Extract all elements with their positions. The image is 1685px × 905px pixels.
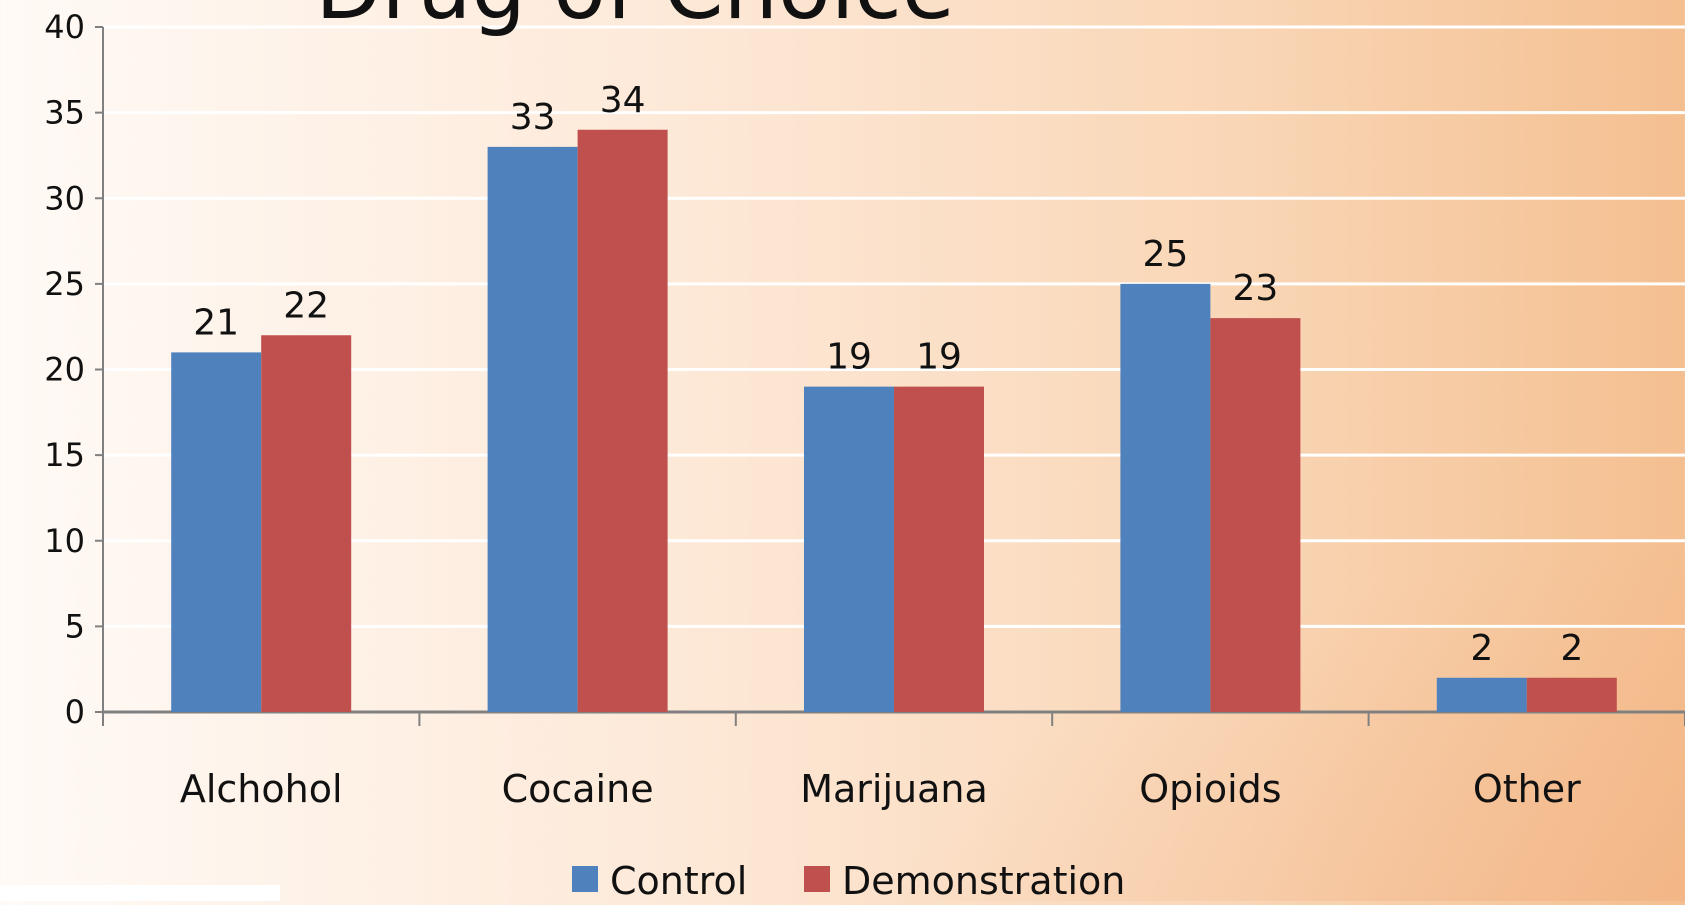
data-label: 19 (916, 337, 962, 378)
y-tick-label: 5 (65, 607, 85, 645)
bar-control-marijuana (804, 386, 894, 712)
data-label: 19 (826, 337, 872, 378)
chart-title: Drug of Choice (315, 0, 955, 39)
bar-demonstration-cocaine (577, 129, 668, 712)
data-label: 2 (1560, 628, 1583, 669)
y-tick-label: 10 (44, 522, 85, 560)
bar-control-other (1436, 677, 1527, 712)
data-label: 21 (193, 302, 239, 343)
data-label: 33 (510, 97, 556, 138)
y-tick-label: 25 (44, 265, 85, 303)
bar-demonstration-alchohol (261, 335, 352, 712)
legend-swatch-control (572, 866, 598, 892)
bottom-left-patch (0, 885, 280, 901)
category-label: Marijuana (800, 767, 988, 811)
category-label: Cocaine (502, 767, 654, 811)
data-label: 22 (283, 285, 329, 326)
y-tick-label: 0 (65, 693, 85, 731)
bar-control-opioids (1120, 283, 1211, 712)
legend-label-control: Control (610, 859, 747, 901)
data-label: 23 (1232, 268, 1278, 309)
bar-control-cocaine (487, 146, 578, 712)
data-label: 2 (1470, 628, 1493, 669)
bar-demonstration-other (1526, 677, 1617, 712)
category-label: Other (1473, 767, 1581, 811)
y-tick-label: 35 (44, 94, 85, 132)
bar-demonstration-opioids (1210, 318, 1301, 712)
category-label: Alchohol (180, 767, 343, 811)
bar-control-alchohol (171, 352, 262, 712)
category-label: Opioids (1139, 767, 1281, 811)
legend-swatch-demonstration (804, 866, 830, 892)
y-tick-label: 40 (44, 8, 85, 46)
legend: Control Demonstration (572, 859, 1125, 903)
y-tick-label: 30 (44, 179, 85, 217)
y-tick-label: 20 (44, 351, 85, 389)
data-label: 34 (600, 80, 646, 121)
legend-label-demonstration: Demonstration (842, 859, 1125, 901)
bars (171, 129, 1617, 712)
bar-demonstration-marijuana (894, 386, 984, 712)
y-tick-label: 15 (44, 436, 85, 474)
data-label: 25 (1142, 234, 1188, 275)
